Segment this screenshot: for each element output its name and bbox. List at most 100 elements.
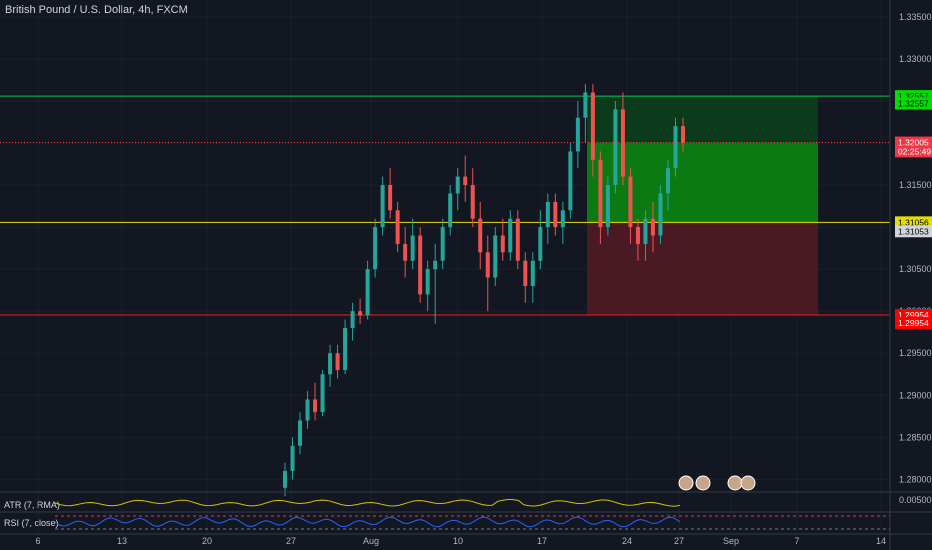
price-tick-label: 1.29500 — [899, 348, 932, 358]
candle-body — [380, 185, 385, 228]
candle-body — [313, 399, 318, 413]
candle-body — [635, 227, 640, 244]
candle-body — [403, 243, 408, 261]
candle-body — [283, 470, 287, 488]
price-tag-label: 1.32557 — [898, 91, 929, 101]
candle-body — [388, 185, 393, 211]
candle-body — [335, 353, 340, 371]
candle-body — [320, 374, 325, 413]
atr-line — [54, 498, 681, 507]
candle-body — [523, 260, 528, 286]
price-tag — [895, 225, 932, 238]
time-tick-label: 7 — [794, 536, 799, 546]
candle-body — [343, 328, 348, 371]
candle-body — [478, 218, 483, 253]
candle-body — [493, 235, 498, 278]
candle-body — [440, 227, 445, 261]
candle-body — [673, 126, 678, 169]
price-tag — [895, 97, 932, 110]
candle-body — [515, 218, 520, 261]
candle-body — [350, 311, 355, 328]
price-tag — [895, 316, 932, 329]
candle-body — [658, 193, 663, 236]
price-tag — [895, 145, 932, 158]
price-tick-label: 1.33000 — [899, 54, 932, 64]
stop-zone — [587, 222, 818, 316]
atr-value-bg — [897, 495, 931, 506]
candle-body — [418, 235, 423, 295]
candle-body — [508, 218, 513, 253]
time-tick-label: 10 — [453, 536, 463, 546]
atr-value: 0.00500 — [899, 495, 932, 505]
candle-body — [500, 235, 505, 253]
price-tag-label: 1.31053 — [898, 226, 929, 236]
price-tag-label: 1.32005 — [898, 138, 929, 148]
time-tick-label: 27 — [674, 536, 684, 546]
event-icon — [740, 475, 756, 491]
price-tick-label: 1.28500 — [899, 432, 932, 442]
candle-body — [410, 235, 415, 261]
candle-body — [365, 269, 370, 316]
price-tick-label: 1.31500 — [899, 180, 932, 190]
candle-body — [568, 151, 573, 211]
price-tick-label: 1.28000 — [899, 474, 932, 484]
event-icon — [727, 475, 743, 491]
candle-body — [665, 168, 670, 194]
candle-body — [485, 252, 490, 278]
candle-body — [643, 218, 648, 244]
price-tag-label: 1.31056 — [898, 217, 929, 227]
profit-zone-upper — [587, 96, 818, 143]
candle-body — [590, 92, 595, 160]
candle-body — [425, 269, 430, 295]
candle-body — [560, 210, 565, 228]
candle-body — [650, 218, 655, 236]
chart-title: British Pound / U.S. Dollar, 4h, FXCM — [5, 4, 188, 16]
candle-body — [613, 109, 618, 186]
price-tick-label: 1.29000 — [899, 390, 932, 400]
candle-body — [290, 445, 295, 471]
time-tick-label: 13 — [117, 536, 127, 546]
candle-body — [538, 227, 543, 261]
price-tick-label: 1.33500 — [899, 12, 932, 22]
candle-body — [553, 201, 558, 228]
candle-body — [463, 176, 468, 186]
candle-body — [373, 227, 378, 270]
rsi-label[interactable]: RSI (7, close) — [4, 518, 59, 528]
price-tag-label: 1.29954 — [898, 310, 929, 320]
time-tick-label: Sep — [723, 536, 739, 546]
time-tick-label: 20 — [202, 536, 212, 546]
candle-body — [628, 176, 633, 228]
time-tick-label: 6 — [35, 536, 40, 546]
candle-body — [545, 201, 550, 228]
candle-body — [305, 399, 310, 421]
candle-body — [620, 109, 625, 177]
time-tick-label: 27 — [286, 536, 296, 546]
time-tick-label: 17 — [537, 536, 547, 546]
candle-body — [575, 117, 580, 152]
candle-body — [455, 176, 460, 194]
candle-body — [605, 185, 610, 228]
price-tag-label: 1.29954 — [898, 318, 929, 328]
candle-body — [298, 420, 303, 446]
price-tag-label: 02:25:49 — [898, 146, 931, 156]
atr-label[interactable]: ATR (7, RMA) — [4, 500, 60, 510]
time-tick-label: 24 — [622, 536, 632, 546]
candle-body — [433, 260, 438, 270]
candle-body — [358, 311, 363, 316]
candle-body — [395, 210, 400, 244]
time-tick-label: Aug — [363, 536, 379, 546]
price-tick-label: 1.30500 — [899, 264, 932, 274]
candle-body — [328, 353, 333, 375]
rsi-line — [54, 516, 681, 528]
candle-body — [583, 92, 588, 118]
profit-zone-filled — [587, 142, 818, 223]
candle-body — [681, 126, 685, 143]
event-icon — [678, 475, 694, 491]
price-tag-label: 1.32557 — [898, 98, 929, 108]
candle-body — [470, 185, 475, 219]
time-tick-label: 14 — [876, 536, 886, 546]
candle-body — [530, 260, 535, 286]
candle-body — [448, 193, 453, 228]
candle-body — [598, 159, 603, 228]
